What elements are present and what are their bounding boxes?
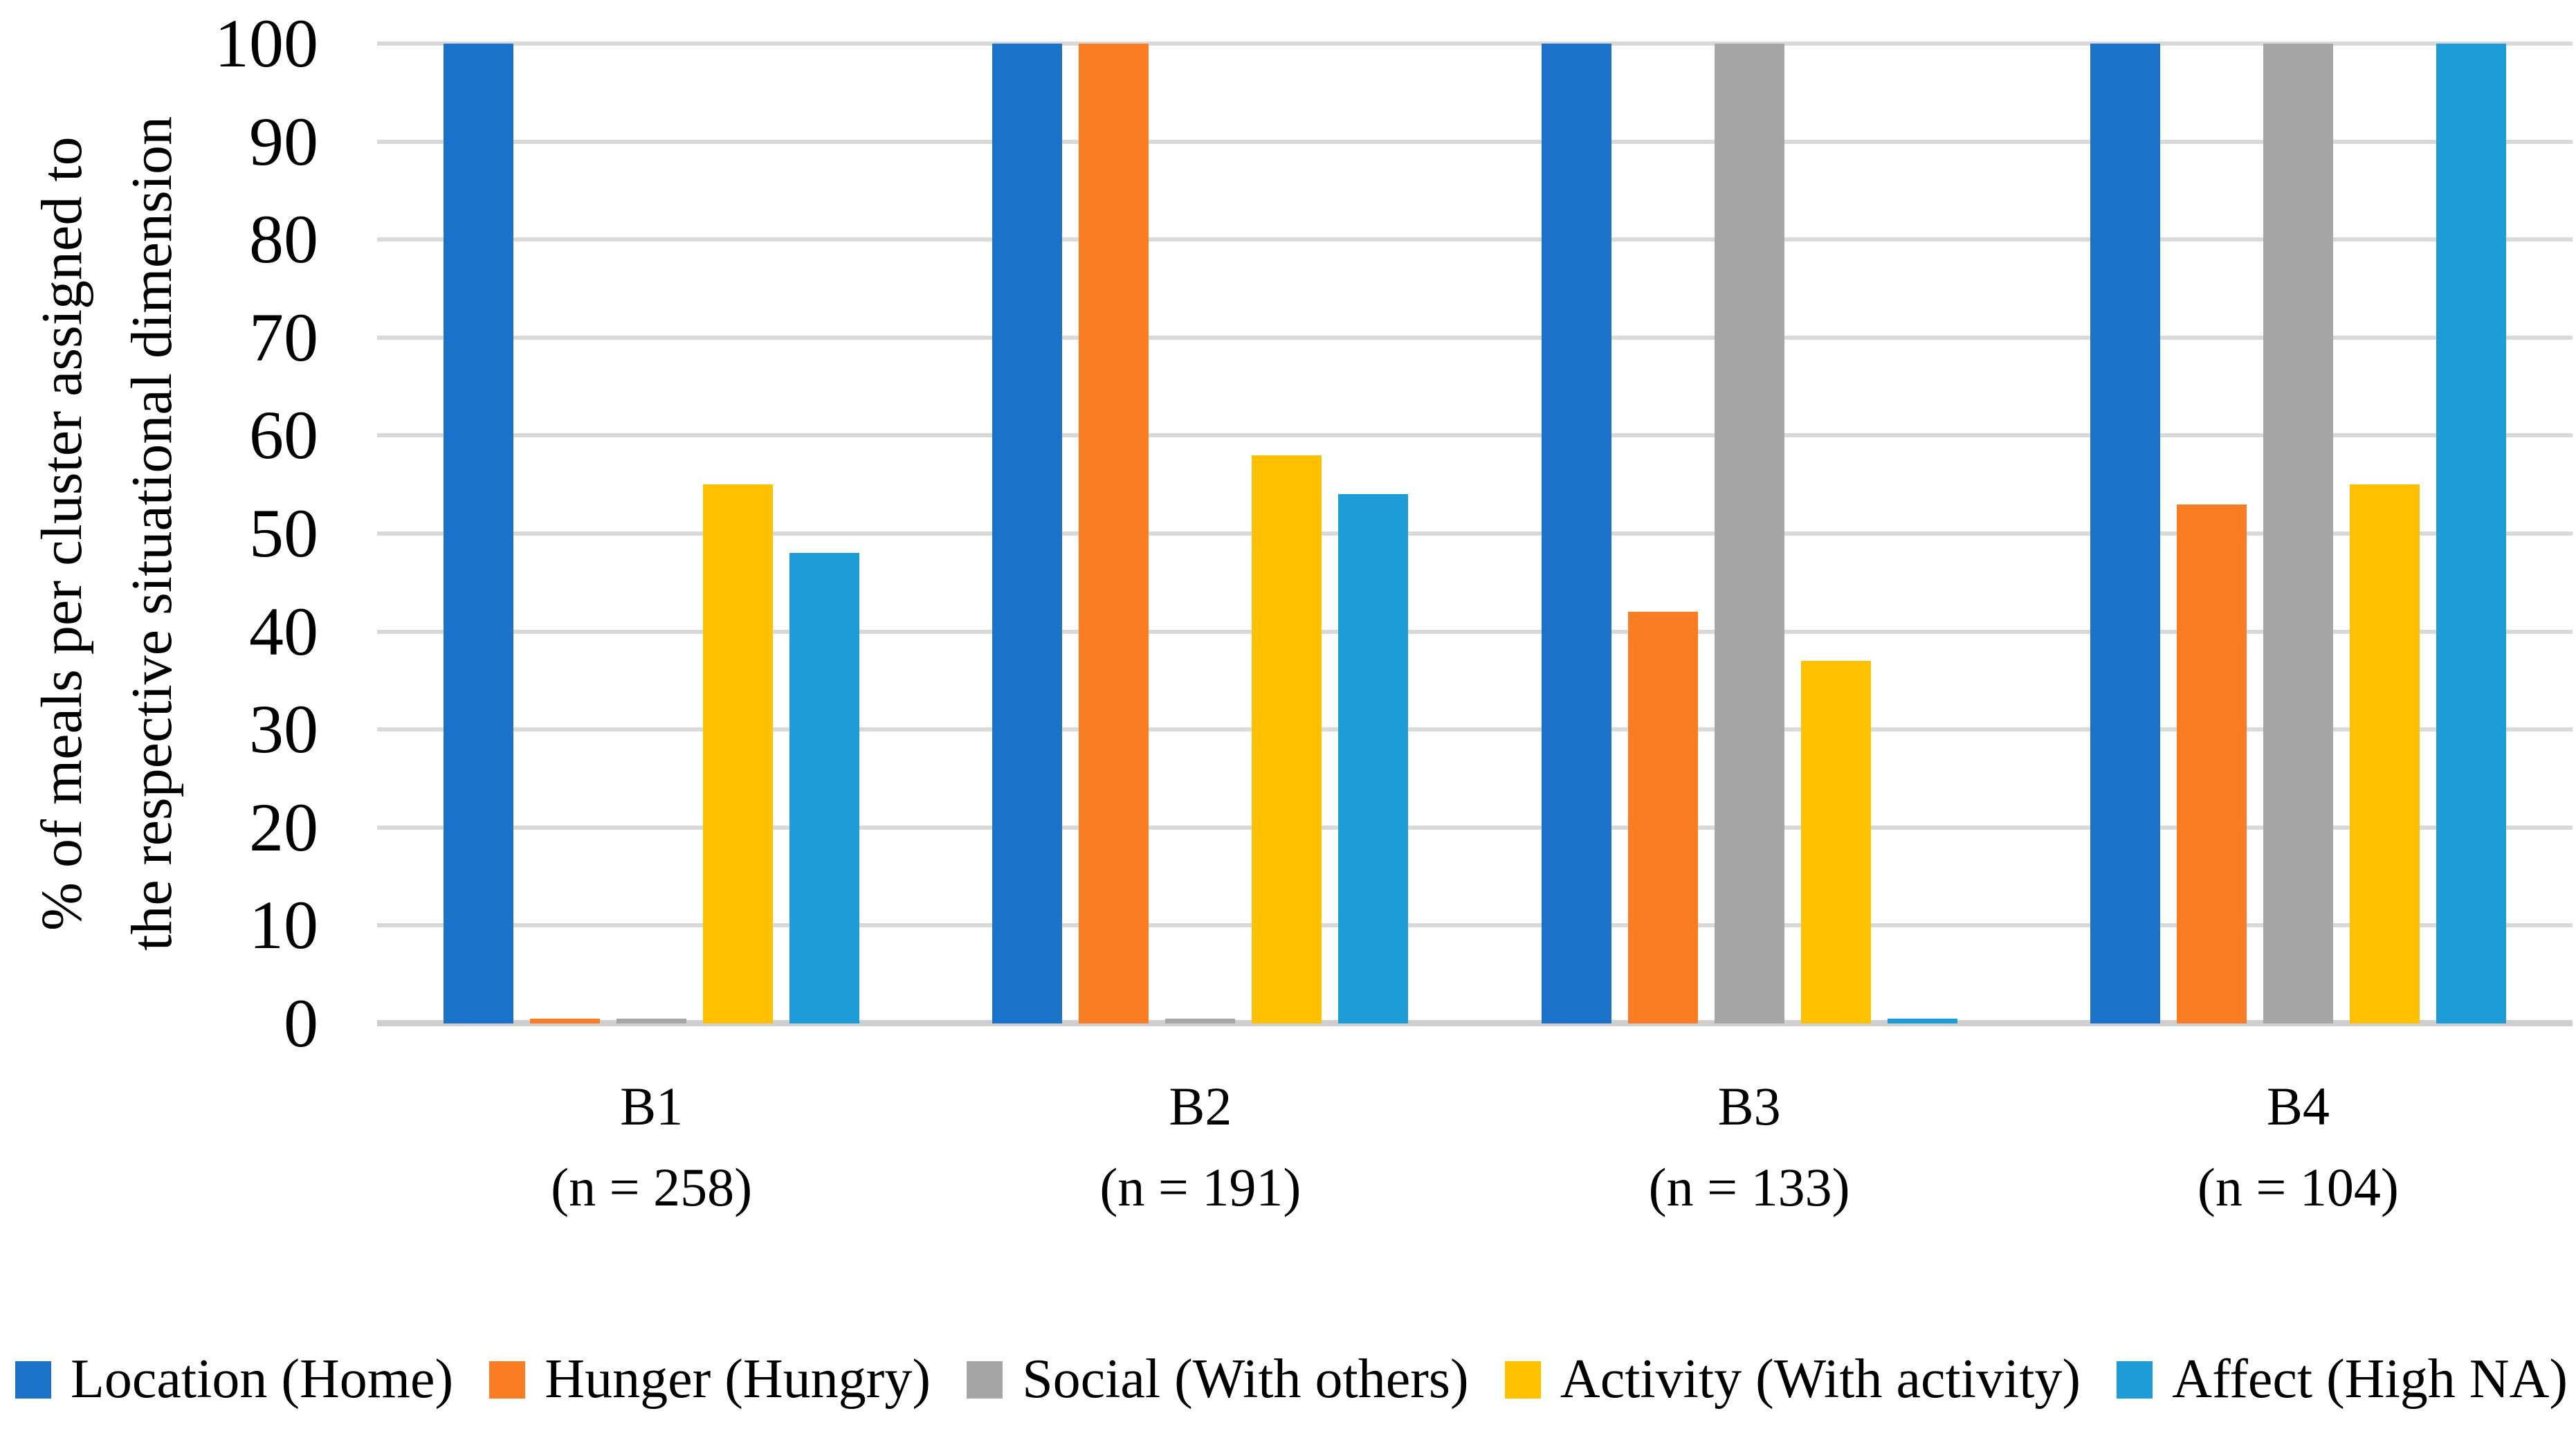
legend-label: Activity (With activity) (1560, 1349, 2081, 1410)
gridline-100 (377, 42, 2573, 46)
bar-B1-affect (789, 553, 860, 1023)
bar-group-B4 (2024, 44, 2573, 1023)
bar-B4-location (2090, 44, 2160, 1023)
bar-group-B1 (377, 44, 926, 1023)
y-tick-label-70: 70 (249, 299, 318, 376)
legend-swatch-icon (15, 1360, 51, 1399)
x-axis-line (377, 1020, 2573, 1026)
gridline-30 (377, 727, 2573, 731)
legend-swatch-icon (489, 1360, 526, 1399)
bar-B4-hunger (2176, 504, 2247, 1023)
x-label-n: (n = 104) (2197, 1156, 2399, 1217)
gridline-80 (377, 237, 2573, 242)
bar-B1-activity (703, 484, 774, 1023)
y-tick-label-60: 60 (249, 397, 318, 473)
bar-B3-location (1541, 44, 1611, 1023)
legend-label: Location (Home) (71, 1349, 454, 1410)
bar-B2-location (992, 44, 1063, 1023)
gridline-70 (377, 336, 2573, 340)
x-label-B1: B1 (n = 258) (377, 1071, 926, 1223)
legend-swatch-icon (967, 1360, 1003, 1399)
bar-B2-hunger (1079, 44, 1149, 1023)
bar-B4-affect (2436, 44, 2506, 1023)
y-tick-label-40: 40 (249, 593, 318, 670)
bar-B1-location (444, 44, 514, 1023)
x-label-main: B3 (1717, 1076, 1781, 1136)
y-axis-tick-labels: 0 10 20 30 40 50 60 70 80 90 100 (0, 9, 318, 1058)
bar-B2-social (1165, 1019, 1236, 1023)
y-tick-label-50: 50 (249, 495, 318, 572)
x-axis-category-labels: B1 (n = 258) B2 (n = 191) B3 (n = 133) B4 (n = … (377, 1071, 2573, 1223)
x-label-B3: B3 (n = 133) (1475, 1071, 2024, 1223)
legend-label: Hunger (Hungry) (545, 1349, 931, 1410)
gridline-50 (377, 531, 2573, 536)
bar-B2-activity (1252, 455, 1322, 1023)
legend-item-hunger: Hunger (Hungry) (489, 1348, 931, 1411)
y-tick-label-20: 20 (249, 789, 318, 866)
bar-B3-social (1714, 44, 1784, 1023)
bar-B3-hunger (1627, 612, 1698, 1023)
legend-item-activity: Activity (With activity) (1504, 1348, 2081, 1411)
legend-item-affect: Affect (High NA) (2117, 1348, 2568, 1411)
x-label-B4: B4 (n = 104) (2024, 1071, 2573, 1223)
bar-B3-affect (1887, 1019, 1957, 1023)
legend: Location (Home) Hunger (Hungry) Social (Wi… (15, 1348, 2568, 1411)
y-tick-label-0: 0 (284, 985, 318, 1062)
bar-groups (377, 44, 2573, 1023)
bar-B2-affect (1338, 494, 1409, 1023)
x-label-n: (n = 191) (1099, 1156, 1301, 1217)
bar-B3-activity (1800, 661, 1871, 1023)
legend-swatch-icon (2117, 1360, 2153, 1399)
bar-B1-hunger (530, 1019, 601, 1023)
legend-item-social: Social (With others) (967, 1348, 1469, 1411)
x-label-main: B4 (2266, 1076, 2330, 1136)
x-label-n: (n = 133) (1648, 1156, 1850, 1217)
x-label-main: B1 (620, 1076, 684, 1136)
legend-label: Affect (High NA) (2172, 1349, 2568, 1410)
gridline-20 (377, 826, 2573, 830)
bar-group-B3 (1475, 44, 2024, 1023)
gridline-40 (377, 630, 2573, 634)
x-label-n: (n = 258) (551, 1156, 753, 1217)
legend-swatch-icon (1504, 1360, 1541, 1399)
x-label-main: B2 (1169, 1076, 1232, 1136)
bar-group-B2 (926, 44, 1474, 1023)
bar-B1-social (616, 1019, 687, 1023)
gridline-90 (377, 140, 2573, 144)
y-tick-label-10: 10 (249, 886, 318, 963)
y-tick-label-30: 30 (249, 691, 318, 767)
x-label-B2: B2 (n = 191) (926, 1071, 1474, 1223)
bar-B4-social (2263, 44, 2333, 1023)
legend-label: Social (With others) (1022, 1349, 1469, 1410)
plot-area (377, 42, 2573, 1026)
gridline-10 (377, 923, 2573, 927)
gridline-60 (377, 433, 2573, 437)
bar-B4-activity (2349, 484, 2420, 1023)
legend-item-location: Location (Home) (15, 1348, 453, 1411)
y-tick-label-90: 90 (249, 103, 318, 180)
y-tick-label-80: 80 (249, 201, 318, 277)
y-tick-label-100: 100 (214, 5, 318, 82)
